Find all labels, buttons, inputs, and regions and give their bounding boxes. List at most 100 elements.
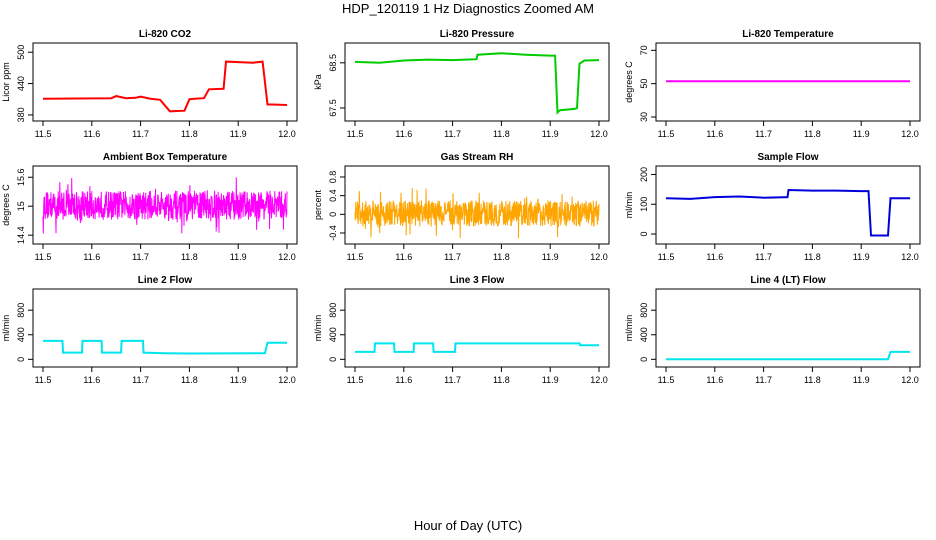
y-axis-label: ml/min <box>1 315 11 342</box>
x-tick-label: 11.5 <box>35 129 52 139</box>
x-tick-label: 11.8 <box>493 375 510 385</box>
plot-frame <box>344 288 610 368</box>
x-axis-label: Hour of Day (UTC) <box>413 518 523 533</box>
x-tick-label: 12.0 <box>590 375 608 385</box>
x-tick-label: 11.9 <box>853 129 870 139</box>
y-axis-label: percent <box>313 189 323 220</box>
series-line <box>354 187 600 239</box>
y-axis-label: Licor ppm <box>1 62 11 102</box>
y-tick-label: 800 <box>639 303 649 318</box>
x-tick-label: 11.7 <box>755 129 772 139</box>
x-tick-label: 11.5 <box>347 375 364 385</box>
y-tick-label: 0.4 <box>328 189 338 202</box>
x-tick-label: 11.6 <box>395 375 412 385</box>
plot-frame <box>655 288 921 368</box>
y-tick-label: 0 <box>639 357 649 362</box>
x-tick-label: 11.5 <box>35 375 52 385</box>
y-axis-label: ml/min <box>313 315 323 342</box>
y-tick-label: 800 <box>16 303 26 318</box>
x-tick-label: 11.6 <box>706 129 723 139</box>
plot-frame <box>32 165 298 245</box>
y-tick-label: -0.4 <box>328 225 338 241</box>
panel-3: Li-820 Temperature degrees C 11.5 11.6 11.7 1… <box>624 29 921 139</box>
series-line <box>43 339 287 355</box>
x-tick-label: 12.0 <box>278 252 296 262</box>
x-tick-label: 12.0 <box>278 129 296 139</box>
y-tick-label: 200 <box>639 167 649 182</box>
x-tick-label: 11.5 <box>347 129 364 139</box>
x-tick-label: 11.7 <box>132 375 149 385</box>
panel-title: Gas Stream RH <box>441 152 514 163</box>
x-tick-label: 11.7 <box>444 129 461 139</box>
x-tick-label: 12.0 <box>590 129 608 139</box>
x-tick-label: 11.9 <box>853 375 870 385</box>
x-tick-label: 11.8 <box>181 129 198 139</box>
y-axis-label: ml/min <box>624 192 634 219</box>
x-tick-label: 11.7 <box>755 375 772 385</box>
panel-title: Line 2 Flow <box>138 275 193 286</box>
x-tick-label: 11.5 <box>347 252 364 262</box>
panel-9: Line 4 (LT) Flow ml/min 11.5 11.6 11.7 11.8 11… <box>624 275 921 385</box>
y-tick-label: 0 <box>328 357 338 362</box>
x-tick-label: 11.9 <box>542 375 559 385</box>
x-tick-label: 11.8 <box>804 129 821 139</box>
x-tick-label: 11.7 <box>444 252 461 262</box>
x-tick-label: 11.9 <box>230 252 247 262</box>
plot-frame <box>344 165 610 245</box>
panel-4: Ambient Box Temperature degrees C 11.5 11.6… <box>1 152 298 262</box>
series-line <box>665 188 910 237</box>
x-tick-label: 11.6 <box>706 375 723 385</box>
x-tick-label: 11.8 <box>493 129 510 139</box>
x-tick-label: 11.6 <box>395 129 412 139</box>
y-tick-label: 15.6 <box>16 168 26 186</box>
x-tick-label: 12.0 <box>901 252 919 262</box>
x-tick-label: 11.6 <box>83 375 100 385</box>
y-tick-label: 400 <box>639 327 649 342</box>
y-axis-label: degrees C <box>624 61 634 103</box>
x-tick-label: 11.5 <box>658 129 675 139</box>
y-tick-label: 15 <box>16 201 26 211</box>
x-tick-label: 12.0 <box>901 375 919 385</box>
panel-8: Line 3 Flow ml/min 11.5 11.6 11.7 11.8 11.9 12.… <box>313 275 610 385</box>
y-tick-label: 100 <box>639 197 649 212</box>
series-line <box>42 60 288 113</box>
y-tick-label: 0.8 <box>328 171 338 184</box>
x-tick-label: 12.0 <box>278 375 296 385</box>
plot-frame <box>655 42 921 122</box>
x-tick-label: 11.5 <box>658 375 675 385</box>
x-tick-label: 11.9 <box>230 375 247 385</box>
x-tick-label: 11.5 <box>35 252 52 262</box>
y-axis-label: ml/min <box>624 315 634 342</box>
panel-title: Li-820 Pressure <box>440 29 515 40</box>
panel-title: Line 3 Flow <box>450 275 505 286</box>
x-tick-label: 11.7 <box>132 129 149 139</box>
y-tick-label: 380 <box>16 107 26 122</box>
x-tick-label: 11.9 <box>542 252 559 262</box>
x-tick-label: 11.9 <box>542 129 559 139</box>
plot-frame <box>32 42 298 122</box>
plot-frame <box>655 165 921 245</box>
y-tick-label: 440 <box>16 76 26 91</box>
y-tick-label: 50 <box>639 79 649 89</box>
plot-frame <box>32 288 298 368</box>
panel-6: Sample Flow ml/min 11.5 11.6 11.7 11.8 11.9 12.… <box>624 152 921 262</box>
panel-2: Li-820 Pressure kPa 11.5 11.6 11.7 11.8 11.9 12… <box>313 29 610 139</box>
series-line <box>354 52 600 115</box>
y-tick-label: 67.5 <box>328 99 338 117</box>
panel-title: Sample Flow <box>757 152 818 163</box>
y-tick-label: 0 <box>16 357 26 362</box>
y-tick-label: 0 <box>328 212 338 217</box>
plot-frame <box>344 42 610 122</box>
x-tick-label: 11.9 <box>853 252 870 262</box>
panel-7: Line 2 Flow ml/min 11.5 11.6 11.7 11.8 11.9 12.… <box>1 275 298 385</box>
y-tick-label: 70 <box>639 45 649 55</box>
y-tick-label: 14.4 <box>16 226 26 244</box>
panel-title: Li-820 CO2 <box>139 29 192 40</box>
x-tick-label: 11.8 <box>493 252 510 262</box>
x-tick-label: 11.8 <box>804 252 821 262</box>
y-tick-label: 800 <box>328 303 338 318</box>
x-tick-label: 11.6 <box>83 252 100 262</box>
series-line <box>42 177 288 234</box>
y-tick-label: 0 <box>639 232 649 237</box>
panel-title: Ambient Box Temperature <box>103 152 228 163</box>
